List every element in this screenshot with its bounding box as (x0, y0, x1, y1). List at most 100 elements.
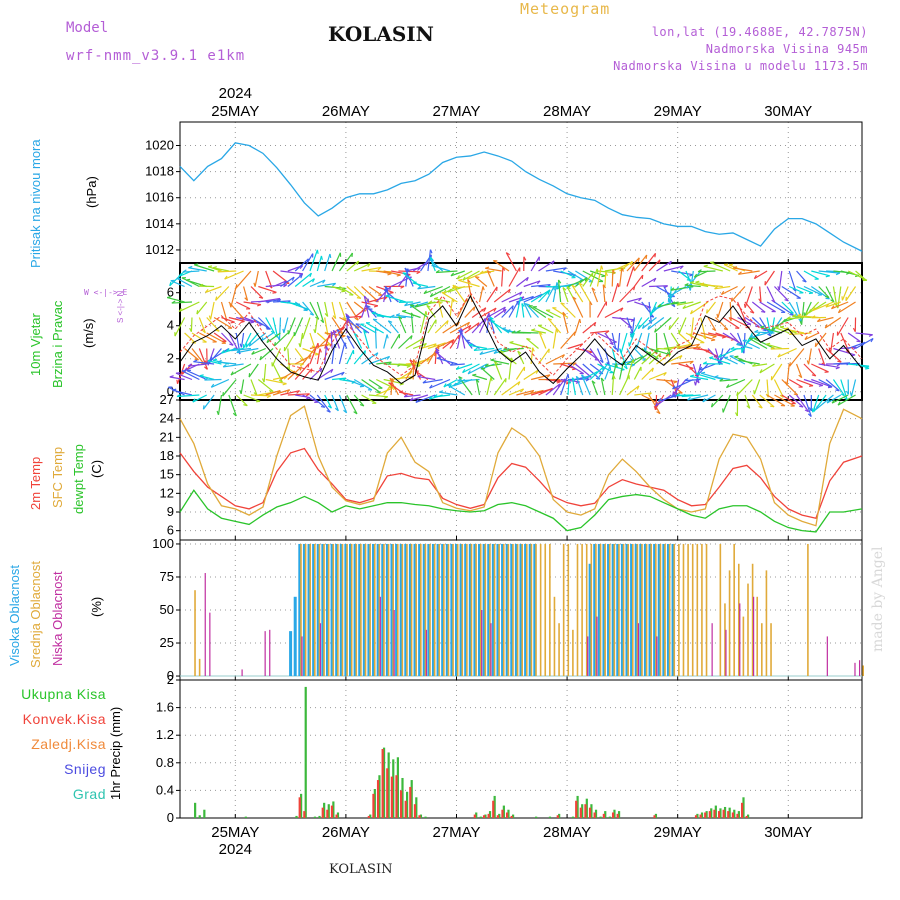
wind-arrow (649, 285, 668, 288)
wind-arrow (530, 289, 551, 303)
wind-arrow-head (429, 256, 434, 261)
wind-arrow (402, 310, 421, 319)
precip-total-bar (405, 791, 409, 818)
wind-arrow (265, 298, 281, 303)
cloud-mid-bar (576, 543, 579, 677)
wind-arrow-head (658, 353, 662, 358)
wind-arrow-head (657, 303, 662, 308)
wind-arrow (294, 272, 312, 287)
wind-arrow-head (656, 411, 661, 415)
wind-arrow (711, 394, 724, 408)
precip-total-bar (313, 816, 317, 818)
wind-arrow-head (472, 373, 477, 376)
wind-arrow (759, 301, 776, 313)
wind-arrow-head (475, 276, 480, 279)
legend-snow: Snijeg (64, 761, 106, 777)
cloud-mid-bar (429, 543, 431, 677)
wind-arrow (456, 298, 468, 318)
precip-conv-bar (602, 813, 605, 818)
cloud-high-bar (367, 543, 371, 677)
cloud-mid-bar (733, 543, 735, 677)
wind-arrow-head (448, 383, 452, 388)
day-label-top: 25MAY (211, 103, 259, 120)
wind-arrow (309, 394, 326, 408)
wind-arrow (207, 360, 222, 365)
wind-arrow (516, 331, 539, 334)
wind-arrow-head (399, 383, 404, 386)
wind-arrow (754, 270, 768, 280)
precip-conv-bar (381, 749, 384, 818)
wind-arrow (737, 316, 752, 325)
cloud-high-bar (441, 543, 445, 677)
wind-arrow-head (404, 302, 408, 307)
wind-arrow-head (711, 339, 716, 342)
wind-arrow-head (402, 272, 407, 275)
wind-arrow-head (560, 302, 565, 305)
wind-arrow (604, 365, 611, 380)
cloud-mid-bar (737, 563, 740, 677)
wind-arrow (803, 394, 812, 417)
wind-arrow (612, 316, 635, 321)
wind-arrow (410, 312, 414, 334)
cloud-high-bar (459, 543, 463, 677)
wind-arrow-head (571, 377, 576, 382)
wind-arrow-head (672, 391, 675, 396)
precip-total-bar (332, 801, 335, 818)
wind-arrow (781, 394, 796, 405)
wind-arrow (687, 394, 709, 401)
cloud-mid-bar (641, 543, 643, 677)
precip-total-bar (295, 815, 298, 818)
cloud-high-bar (436, 543, 440, 677)
wind-arrow-head (650, 309, 654, 314)
wind-arrow-head (761, 310, 766, 313)
wind-arrow (656, 378, 678, 383)
day-label-bottom: 30MAY (764, 824, 812, 841)
wind-arrow (213, 332, 227, 342)
wind-arrow (641, 347, 659, 360)
wind-arrow-head (216, 410, 220, 415)
cloud-high-bar (643, 543, 647, 677)
wind-arrow (390, 333, 401, 349)
precip-total-bar (590, 804, 593, 818)
wind-arrow-head (257, 304, 262, 307)
wind-arrow (508, 388, 524, 396)
wind-arrow (493, 288, 511, 303)
wind-arrow-head (703, 264, 708, 267)
precip-conv-bar (330, 805, 334, 818)
cloud-low-bar (739, 603, 741, 677)
wind-arrow (396, 314, 414, 319)
wind-arrow (442, 339, 455, 349)
wind-arrow (714, 376, 731, 381)
wind-arrow (441, 291, 458, 303)
wind-arrow-head (676, 392, 681, 397)
wind-arrow (706, 301, 716, 314)
precip-total-bar (604, 811, 607, 818)
wind-arrow-head (185, 278, 191, 281)
wind-arrow-head (377, 266, 382, 271)
cloud-mid-bar (549, 543, 551, 677)
ytick-label: 6 (167, 285, 174, 300)
wind-arrow (833, 347, 856, 356)
wind-arrow-head (693, 381, 697, 386)
wind-arrow (302, 278, 315, 288)
wind-arrow-head (167, 296, 172, 299)
wind-arrow-head (609, 365, 612, 371)
wind-arrow-head (270, 330, 275, 334)
panel-frame (179, 399, 863, 541)
wind-arrow-head (702, 398, 706, 403)
wind-arrow (501, 266, 504, 287)
wind-arrow-head (689, 374, 695, 377)
wind-arrow (272, 389, 290, 396)
cloud-high-bar (602, 543, 606, 677)
cloud-mid-bar (756, 596, 759, 677)
wind-arrow-head (396, 274, 401, 277)
cloud-mid-bar (327, 543, 330, 677)
precip-total-bar (373, 789, 376, 818)
wind-arrow (814, 332, 827, 348)
cloud-high-bar (413, 543, 417, 677)
cloud-mid-bar (470, 543, 473, 677)
wind-arrow-head (505, 252, 510, 256)
wind-arrow-head (805, 311, 808, 316)
wind-arrow (427, 249, 432, 272)
wind-arrow-head (389, 377, 394, 381)
